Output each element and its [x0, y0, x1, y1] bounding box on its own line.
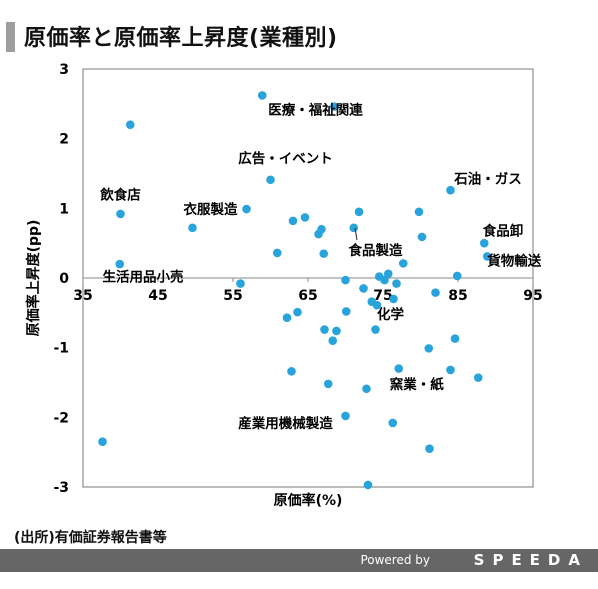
data-point [242, 204, 251, 214]
title-accent-bar [6, 22, 15, 52]
data-point [431, 288, 440, 297]
x-tick-label: 35 [73, 288, 92, 304]
data-point [116, 209, 125, 219]
data-point [125, 120, 135, 130]
annotation-label: 生活用品小売 [103, 269, 184, 286]
annotation-label: 石油・ガス [453, 170, 522, 187]
data-point [188, 223, 197, 233]
data-point [425, 444, 434, 453]
y-tick-label: -2 [53, 410, 69, 426]
annotation-label: 食品卸 [483, 223, 524, 240]
annotation-label: 貨物輸送 [487, 253, 541, 270]
data-point [383, 269, 393, 279]
data-point [328, 336, 338, 346]
y-tick-label: 0 [59, 271, 69, 287]
data-point [388, 418, 398, 428]
x-tick-label: 95 [523, 288, 542, 304]
annotation-label: 産業用機械製造 [238, 415, 333, 432]
x-tick-label: 85 [448, 288, 467, 304]
annotation-label: 化学 [377, 306, 404, 323]
y-tick-label: 3 [59, 62, 69, 78]
footer-bar: Powered by SPEEDA [0, 549, 598, 572]
data-point [392, 279, 401, 288]
data-point [414, 207, 424, 217]
data-point [266, 175, 275, 185]
data-point [473, 373, 483, 382]
data-point [329, 102, 339, 111]
powered-by-text: Powered by [360, 553, 430, 567]
data-point [287, 367, 296, 376]
data-point [452, 271, 462, 281]
data-point [282, 313, 292, 323]
data-point [380, 275, 389, 285]
y-tick-label: -1 [53, 341, 69, 357]
x-tick-label: 45 [148, 288, 167, 304]
source-note: (出所)有価証券報告書等 [14, 530, 167, 546]
annotation-label: 衣服製造 [184, 201, 238, 218]
data-point [482, 252, 492, 261]
speeda-logo: SPEEDA [473, 551, 588, 569]
data-point [394, 364, 404, 373]
data-point [354, 207, 364, 217]
data-point [288, 216, 298, 226]
data-point [424, 344, 434, 353]
data-point [372, 300, 382, 310]
y-tick-label: 1 [59, 201, 69, 217]
annotation-label: 窯業・紙 [390, 376, 444, 393]
data-point [446, 365, 455, 375]
data-point [115, 259, 125, 269]
data-point [363, 480, 373, 490]
data-point [398, 259, 408, 268]
y-tick-label: 2 [59, 132, 69, 148]
data-point [300, 213, 310, 222]
data-point [362, 384, 371, 394]
data-point [479, 238, 489, 248]
chart-title: 原価率と原価率上昇度(業種別) [24, 26, 338, 51]
annotation-label: 食品製造 [349, 242, 403, 259]
callout-line [354, 227, 358, 241]
data-point [349, 223, 359, 233]
x-axis-label: 原価率(%) [274, 492, 343, 509]
data-point [323, 379, 333, 389]
annotation-label: 広告・イベント [238, 150, 333, 167]
data-point [341, 275, 350, 285]
x-tick-label: 75 [373, 288, 392, 304]
data-point [317, 224, 326, 234]
data-point [320, 325, 329, 334]
y-axis-label: 原価率上昇度(pp) [25, 220, 42, 337]
data-point [98, 437, 107, 447]
scatter-chart: 35 45 55 65 75 85 95 3 2 1 0 -1 -2 -3 医療・福祉関連広告・イベント… [25, 62, 543, 509]
x-tick-label: 55 [223, 288, 242, 304]
data-point [257, 91, 267, 100]
data-point [341, 411, 350, 421]
data-point [417, 232, 427, 242]
data-point [446, 185, 455, 195]
annotation-label: 医療・福祉関連 [268, 101, 363, 118]
x-tick-label: 65 [298, 288, 317, 304]
data-point [293, 307, 302, 317]
data-point [450, 334, 460, 343]
data-point [359, 284, 368, 293]
data-point [371, 325, 380, 334]
data-point [341, 307, 351, 316]
annotation-label: 飲食店 [99, 186, 141, 203]
data-point [389, 294, 398, 304]
data-point [319, 249, 329, 258]
data-point [236, 279, 245, 288]
y-tick-label: -3 [53, 480, 69, 496]
data-point [332, 326, 341, 336]
data-point [272, 248, 282, 258]
